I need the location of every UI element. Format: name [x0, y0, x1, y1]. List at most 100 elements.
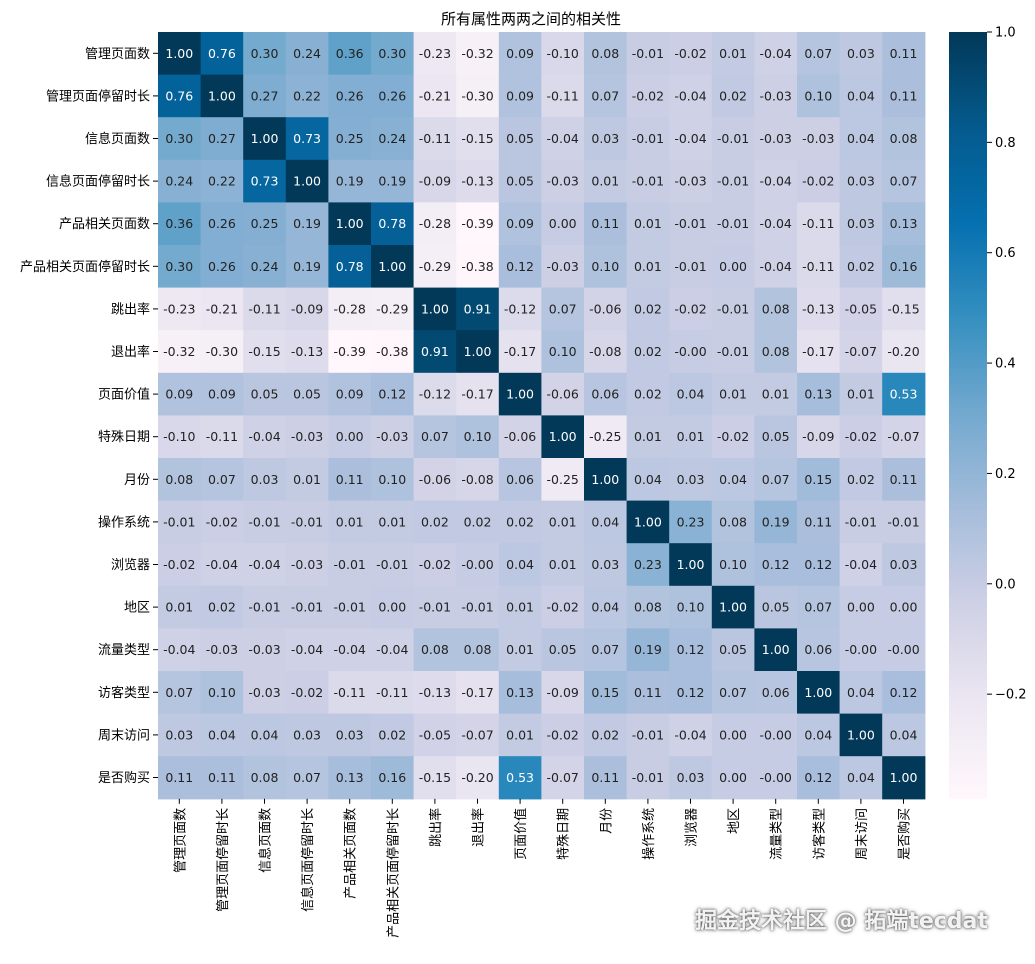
heatmap-cell [882, 202, 926, 246]
heatmap-value-label: 0.01 [634, 216, 662, 231]
heatmap-value-label: 0.12 [890, 685, 918, 700]
heatmap-value-label: 0.05 [506, 131, 534, 146]
heatmap-value-label: 0.00 [336, 429, 364, 444]
heatmap-value-label: 0.13 [890, 216, 918, 231]
heatmap-cell [328, 458, 372, 502]
heatmap-cell [285, 628, 329, 672]
heatmap-value-label: 0.91 [464, 301, 492, 316]
y-tick-label: 周末访问 [98, 728, 150, 743]
heatmap-cell [754, 202, 798, 246]
heatmap-value-label: -0.17 [802, 344, 834, 359]
heatmap-cell [200, 458, 244, 502]
heatmap-value-label: -0.03 [206, 642, 238, 657]
heatmap-value-label: -0.01 [248, 514, 280, 529]
heatmap-cell [669, 202, 713, 246]
y-tick-label: 管理页面数 [85, 47, 150, 62]
y-tick-label: 操作系统 [98, 514, 150, 530]
heatmap-cell [371, 202, 415, 246]
heatmap-value-label: -0.30 [461, 88, 493, 103]
heatmap-value-label: 0.30 [165, 259, 193, 274]
heatmap-value-label: -0.03 [547, 259, 579, 274]
heatmap-value-label: 0.06 [591, 387, 619, 402]
heatmap-value-label: -0.15 [461, 131, 493, 146]
heatmap-value-label: -0.39 [334, 344, 366, 359]
heatmap-cell [626, 74, 670, 118]
heatmap-cell [797, 671, 841, 715]
heatmap-value-label: 0.04 [847, 685, 875, 700]
heatmap-cell [498, 458, 542, 502]
heatmap-cell [797, 330, 841, 374]
heatmap-cell [158, 543, 202, 587]
heatmap-value-label: 0.10 [378, 472, 406, 487]
x-tick-label: 管理页面停留时长 [215, 808, 231, 912]
heatmap-cell [584, 543, 628, 587]
heatmap-cell [456, 32, 500, 76]
y-tick-label: 产品相关页面数 [59, 217, 150, 232]
heatmap-value-label: -0.04 [547, 131, 579, 146]
heatmap-value-label: 1.00 [251, 131, 279, 146]
y-axis-tick-labels: 管理页面数管理页面停留时长信息页面数信息页面停留时长产品相关页面数产品相关页面停… [20, 47, 158, 786]
heatmap-cell [371, 628, 415, 672]
heatmap-cell [498, 543, 542, 587]
heatmap-value-label: -0.03 [674, 174, 706, 189]
heatmap-value-label: -0.01 [717, 301, 749, 316]
heatmap-cell [882, 117, 926, 161]
heatmap-value-label: 0.09 [506, 216, 534, 231]
heatmap-cell [158, 287, 202, 331]
heatmap-cell [882, 500, 926, 544]
heatmap-cell [456, 117, 500, 161]
heatmap-cell [413, 330, 457, 374]
heatmap-cell [200, 756, 244, 800]
heatmap-cell [711, 756, 755, 800]
heatmap-value-label: -0.17 [461, 387, 493, 402]
heatmap-cell [584, 245, 628, 289]
heatmap-cell [754, 585, 798, 629]
heatmap-cell [413, 671, 457, 715]
heatmap-cell [498, 756, 542, 800]
heatmap-value-label: 0.02 [421, 514, 449, 529]
heatmap-cell [328, 585, 372, 629]
heatmap-cell [882, 159, 926, 203]
heatmap-value-label: 0.03 [847, 46, 875, 61]
heatmap-cell [413, 245, 457, 289]
heatmap-value-label: 0.07 [591, 88, 619, 103]
heatmap-value-label: 0.04 [677, 387, 705, 402]
heatmap-value-label: 0.04 [208, 727, 236, 742]
heatmap-cell [413, 543, 457, 587]
heatmap-cell [243, 245, 287, 289]
heatmap-cell [669, 500, 713, 544]
heatmap-cell [754, 671, 798, 715]
heatmap-cell [541, 415, 585, 459]
heatmap-value-label: -0.01 [717, 174, 749, 189]
heatmap-value-label: -0.32 [461, 46, 493, 61]
heatmap-cell [285, 202, 329, 246]
heatmap-cell [158, 628, 202, 672]
heatmap-value-label: 0.08 [719, 514, 747, 529]
heatmap-value-label: -0.03 [291, 429, 323, 444]
heatmap-cell [711, 671, 755, 715]
heatmap-value-label: -0.01 [461, 600, 493, 615]
heatmap-value-label: -0.11 [206, 429, 238, 444]
heatmap-value-label: 0.09 [506, 46, 534, 61]
heatmap-value-label: 0.01 [719, 387, 747, 402]
heatmap-cell [328, 756, 372, 800]
heatmap-cell [498, 245, 542, 289]
heatmap-cell [328, 415, 372, 459]
heatmap-value-label: 0.00 [719, 259, 747, 274]
heatmap-value-label: -0.01 [334, 557, 366, 572]
heatmap-value-label: -0.06 [589, 301, 621, 316]
heatmap-value-label: -0.04 [376, 642, 408, 657]
heatmap-value-label: -0.21 [419, 88, 451, 103]
colorbar-tick-label: 0.6 [995, 246, 1016, 261]
heatmap-value-label: 0.01 [165, 600, 193, 615]
heatmap-cell [243, 500, 287, 544]
heatmap-cell [285, 500, 329, 544]
heatmap-value-label: -0.13 [802, 301, 834, 316]
heatmap-cell [413, 756, 457, 800]
heatmap-cell [371, 756, 415, 800]
heatmap-cell [711, 74, 755, 118]
heatmap-value-label: 0.07 [890, 174, 918, 189]
heatmap-cell [456, 245, 500, 289]
heatmap-value-label: 0.11 [890, 472, 918, 487]
heatmap-cell [669, 628, 713, 672]
